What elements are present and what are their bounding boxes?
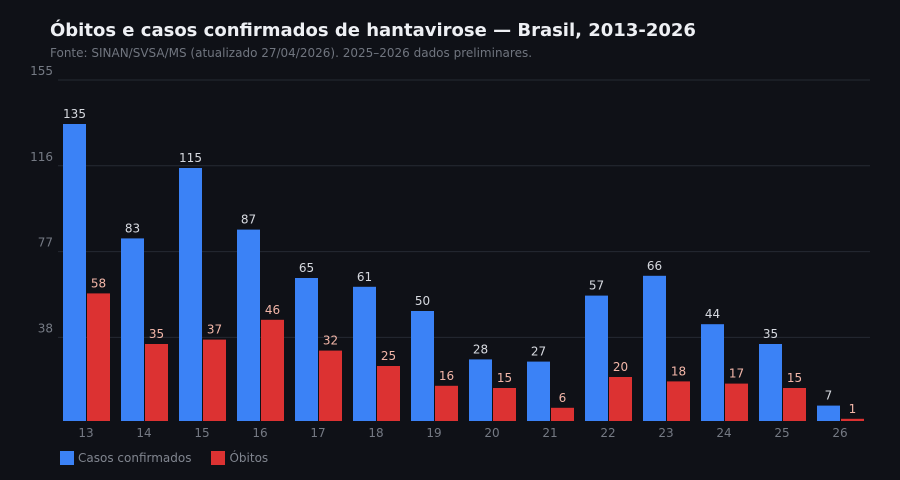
x-tick-label-18: 18 bbox=[368, 426, 383, 440]
data-label-obitos-15: 37 bbox=[207, 323, 222, 337]
data-label-obitos-19: 16 bbox=[439, 369, 454, 383]
y-tick-label-0: 155 bbox=[30, 64, 53, 78]
data-label-obitos-13: 58 bbox=[91, 276, 106, 290]
bar-obitos-14 bbox=[145, 344, 168, 421]
data-label-obitos-21: 6 bbox=[559, 391, 567, 405]
chart-title: Óbitos e casos confirmados de hantaviros… bbox=[50, 20, 696, 41]
data-label-obitos-24: 17 bbox=[729, 367, 744, 381]
data-label-obitos-18: 25 bbox=[381, 349, 396, 363]
x-tick-label-23: 23 bbox=[658, 426, 673, 440]
bar-casos-18 bbox=[353, 286, 376, 421]
x-tick-label-19: 19 bbox=[426, 426, 441, 440]
data-label-casos-15: 115 bbox=[179, 151, 202, 165]
bar-obitos-26 bbox=[841, 418, 864, 421]
bar-obitos-20 bbox=[493, 388, 516, 421]
bar-obitos-16 bbox=[261, 319, 284, 421]
bar-obitos-24 bbox=[725, 383, 748, 421]
chart-subtitle: Fonte: SINAN/SVSA/MS (atualizado 27/04/2… bbox=[50, 46, 533, 60]
legend-label-obitos: Óbitos bbox=[229, 451, 269, 465]
data-label-obitos-22: 20 bbox=[613, 360, 628, 374]
legend-item-casos: Casos confirmados bbox=[60, 451, 191, 465]
bar-casos-20 bbox=[469, 359, 492, 421]
x-tick-label-22: 22 bbox=[600, 426, 615, 440]
bar-casos-25 bbox=[759, 344, 782, 421]
bar-casos-21 bbox=[527, 361, 550, 421]
bar-casos-24 bbox=[701, 324, 724, 421]
bar-obitos-17 bbox=[319, 350, 342, 421]
data-label-casos-20: 28 bbox=[473, 342, 488, 356]
bar-obitos-18 bbox=[377, 366, 400, 421]
legend-swatch-obitos bbox=[211, 451, 226, 465]
data-label-casos-21: 27 bbox=[531, 345, 546, 359]
y-tick-label-1: 116 bbox=[30, 150, 53, 164]
bar-casos-22 bbox=[585, 295, 608, 421]
legend-label-casos: Casos confirmados bbox=[78, 451, 192, 465]
x-tick-label-21: 21 bbox=[542, 426, 557, 440]
data-label-casos-25: 35 bbox=[763, 327, 778, 341]
bar-casos-26 bbox=[817, 405, 840, 421]
x-tick-label-17: 17 bbox=[310, 426, 325, 440]
bar-obitos-15 bbox=[203, 339, 226, 421]
bar-casos-23 bbox=[643, 275, 666, 421]
x-tick-label-13: 13 bbox=[78, 426, 93, 440]
x-tick-label-25: 25 bbox=[774, 426, 789, 440]
y-tick-label-3: 38 bbox=[38, 321, 53, 335]
data-label-casos-13: 135 bbox=[63, 107, 86, 121]
data-label-casos-19: 50 bbox=[415, 294, 430, 308]
bar-obitos-23 bbox=[667, 381, 690, 421]
x-tick-label-26: 26 bbox=[832, 426, 847, 440]
data-label-obitos-14: 35 bbox=[149, 327, 164, 341]
bar-obitos-22 bbox=[609, 377, 632, 421]
bar-casos-19 bbox=[411, 311, 434, 421]
bar-casos-13 bbox=[63, 124, 86, 421]
bar-obitos-21 bbox=[551, 407, 574, 421]
bar-obitos-13 bbox=[87, 293, 110, 421]
bar-casos-15 bbox=[179, 168, 202, 421]
legend-item-obitos: Óbitos bbox=[211, 451, 268, 465]
bar-obitos-19 bbox=[435, 385, 458, 421]
bar-casos-16 bbox=[237, 229, 260, 421]
data-label-casos-23: 66 bbox=[647, 259, 662, 273]
data-label-casos-14: 83 bbox=[125, 221, 140, 235]
bar-obitos-25 bbox=[783, 388, 806, 421]
bar-casos-14 bbox=[121, 238, 144, 421]
data-label-casos-22: 57 bbox=[589, 279, 604, 293]
y-tick-label-2: 77 bbox=[38, 236, 53, 250]
data-label-casos-17: 65 bbox=[299, 261, 314, 275]
data-label-casos-26: 7 bbox=[825, 389, 833, 403]
legend-swatch-casos bbox=[60, 451, 74, 465]
data-label-obitos-16: 46 bbox=[265, 303, 280, 317]
data-label-obitos-25: 15 bbox=[787, 371, 802, 385]
data-label-obitos-20: 15 bbox=[497, 371, 512, 385]
data-label-casos-24: 44 bbox=[705, 307, 720, 321]
x-tick-label-24: 24 bbox=[716, 426, 731, 440]
x-tick-label-14: 14 bbox=[136, 426, 151, 440]
data-label-obitos-26: 1 bbox=[849, 402, 857, 416]
x-tick-label-20: 20 bbox=[484, 426, 499, 440]
chart-legend: Casos confirmados Óbitos bbox=[60, 451, 268, 465]
data-label-casos-18: 61 bbox=[357, 270, 372, 284]
x-tick-label-16: 16 bbox=[252, 426, 267, 440]
x-tick-label-15: 15 bbox=[194, 426, 209, 440]
data-label-casos-16: 87 bbox=[241, 213, 256, 227]
bar-casos-17 bbox=[295, 278, 318, 421]
data-label-obitos-23: 18 bbox=[671, 364, 686, 378]
data-label-obitos-17: 32 bbox=[323, 334, 338, 348]
